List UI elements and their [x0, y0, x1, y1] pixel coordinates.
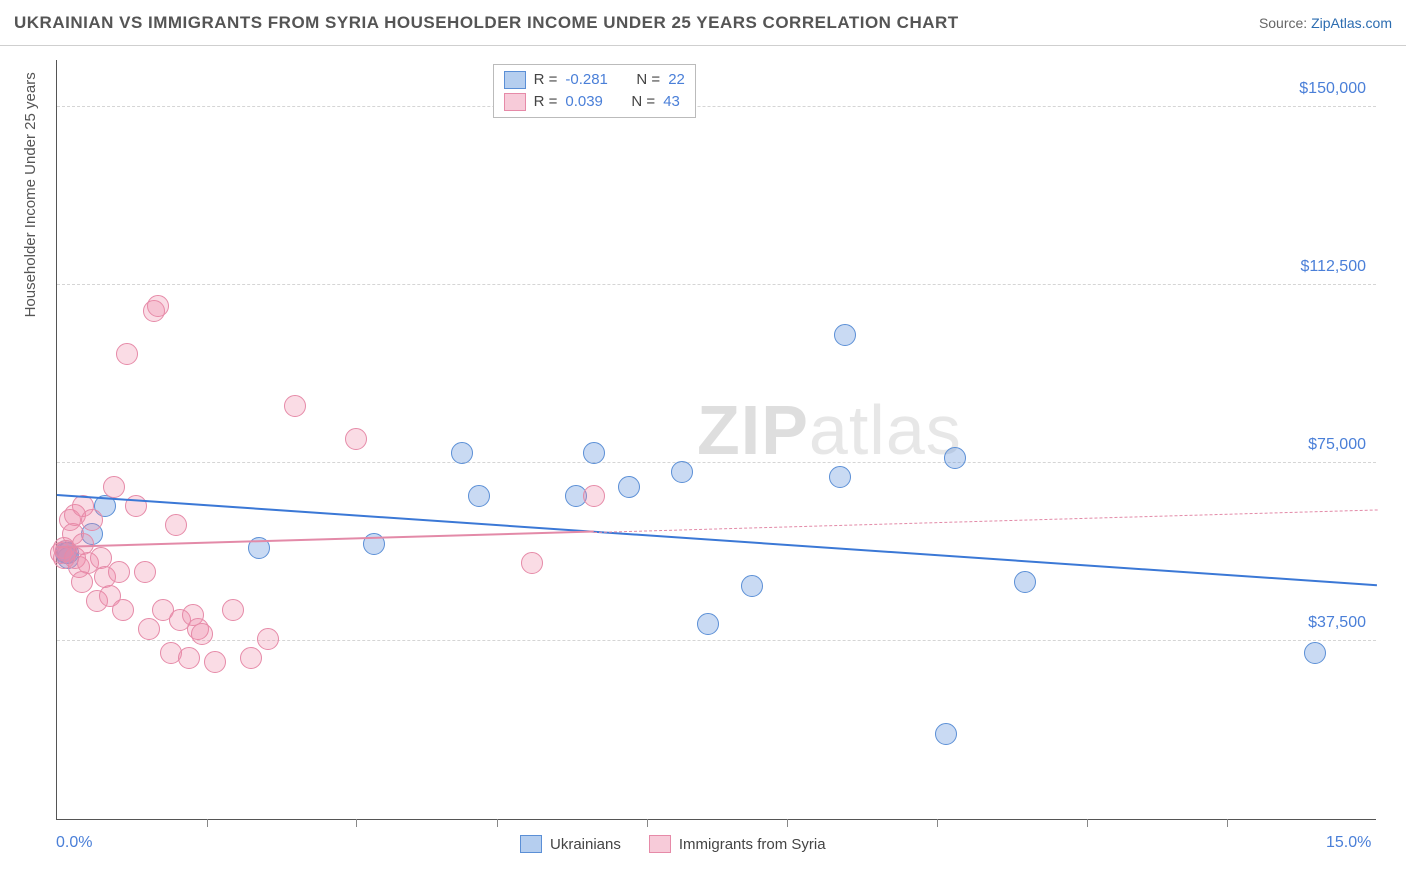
x-tick	[497, 819, 498, 827]
data-point-syria	[134, 561, 156, 583]
data-point-ukrainians	[1014, 571, 1036, 593]
legend-label-ukrainians: Ukrainians	[550, 836, 621, 853]
data-point-syria	[116, 343, 138, 365]
regression-line	[57, 531, 594, 548]
legend-r-ukrainians: -0.281	[565, 71, 608, 88]
data-point-ukrainians	[829, 466, 851, 488]
data-point-syria	[345, 428, 367, 450]
data-point-ukrainians	[618, 476, 640, 498]
legend-swatch-syria	[504, 93, 526, 111]
data-point-ukrainians	[935, 723, 957, 745]
x-tick	[647, 819, 648, 827]
legend-series: Ukrainians Immigrants from Syria	[520, 835, 826, 853]
legend-swatch-ukrainians	[504, 71, 526, 89]
data-point-syria	[138, 618, 160, 640]
data-point-syria	[178, 647, 200, 669]
data-point-syria	[583, 485, 605, 507]
data-point-ukrainians	[1304, 642, 1326, 664]
gridline	[57, 284, 1376, 285]
data-point-ukrainians	[741, 575, 763, 597]
x-axis-max-label: 15.0%	[1326, 834, 1371, 852]
y-axis-label: Householder Income Under 25 years	[22, 72, 39, 317]
y-tick-label: $37,500	[1308, 614, 1366, 632]
data-point-syria	[112, 599, 134, 621]
data-point-ukrainians	[671, 461, 693, 483]
data-point-syria	[81, 509, 103, 531]
source-link[interactable]: ZipAtlas.com	[1311, 15, 1392, 31]
x-tick	[787, 819, 788, 827]
data-point-syria	[191, 623, 213, 645]
y-tick-label: $112,500	[1300, 258, 1366, 276]
data-point-ukrainians	[583, 442, 605, 464]
data-point-ukrainians	[834, 324, 856, 346]
gridline	[57, 106, 1376, 107]
regression-extrapolated	[594, 509, 1377, 533]
data-point-syria	[284, 395, 306, 417]
data-point-syria	[521, 552, 543, 574]
data-point-ukrainians	[451, 442, 473, 464]
source-credit: Source: ZipAtlas.com	[1259, 15, 1392, 31]
x-tick	[207, 819, 208, 827]
y-tick-label: $150,000	[1299, 80, 1366, 98]
x-tick	[1087, 819, 1088, 827]
gridline	[57, 462, 1376, 463]
data-point-ukrainians	[468, 485, 490, 507]
legend-stats: R = -0.281 N = 22R = 0.039 N = 43	[493, 64, 696, 118]
y-tick-label: $75,000	[1308, 436, 1366, 454]
data-point-syria	[257, 628, 279, 650]
x-tick	[356, 819, 357, 827]
data-point-syria	[222, 599, 244, 621]
data-point-syria	[71, 571, 93, 593]
x-axis-min-label: 0.0%	[56, 834, 92, 852]
data-point-syria	[125, 495, 147, 517]
legend-n-syria: 43	[663, 93, 680, 110]
data-point-syria	[204, 651, 226, 673]
watermark: ZIPatlas	[697, 390, 962, 470]
page-title: UKRAINIAN VS IMMIGRANTS FROM SYRIA HOUSE…	[14, 13, 959, 33]
legend-label-syria: Immigrants from Syria	[679, 836, 826, 853]
data-point-syria	[108, 561, 130, 583]
x-tick	[937, 819, 938, 827]
data-point-syria	[165, 514, 187, 536]
data-point-ukrainians	[944, 447, 966, 469]
legend-n-ukrainians: 22	[668, 71, 685, 88]
legend-swatch-syria	[649, 835, 671, 853]
gridline	[57, 640, 1376, 641]
data-point-syria	[147, 295, 169, 317]
scatter-plot: ZIPatlas $37,500 $75,000 $112,500 $150,000 R…	[56, 60, 1376, 820]
legend-swatch-ukrainians	[520, 835, 542, 853]
x-tick	[1227, 819, 1228, 827]
data-point-ukrainians	[697, 613, 719, 635]
source-prefix: Source:	[1259, 15, 1311, 31]
legend-r-syria: 0.039	[565, 93, 603, 110]
data-point-syria	[240, 647, 262, 669]
data-point-syria	[103, 476, 125, 498]
